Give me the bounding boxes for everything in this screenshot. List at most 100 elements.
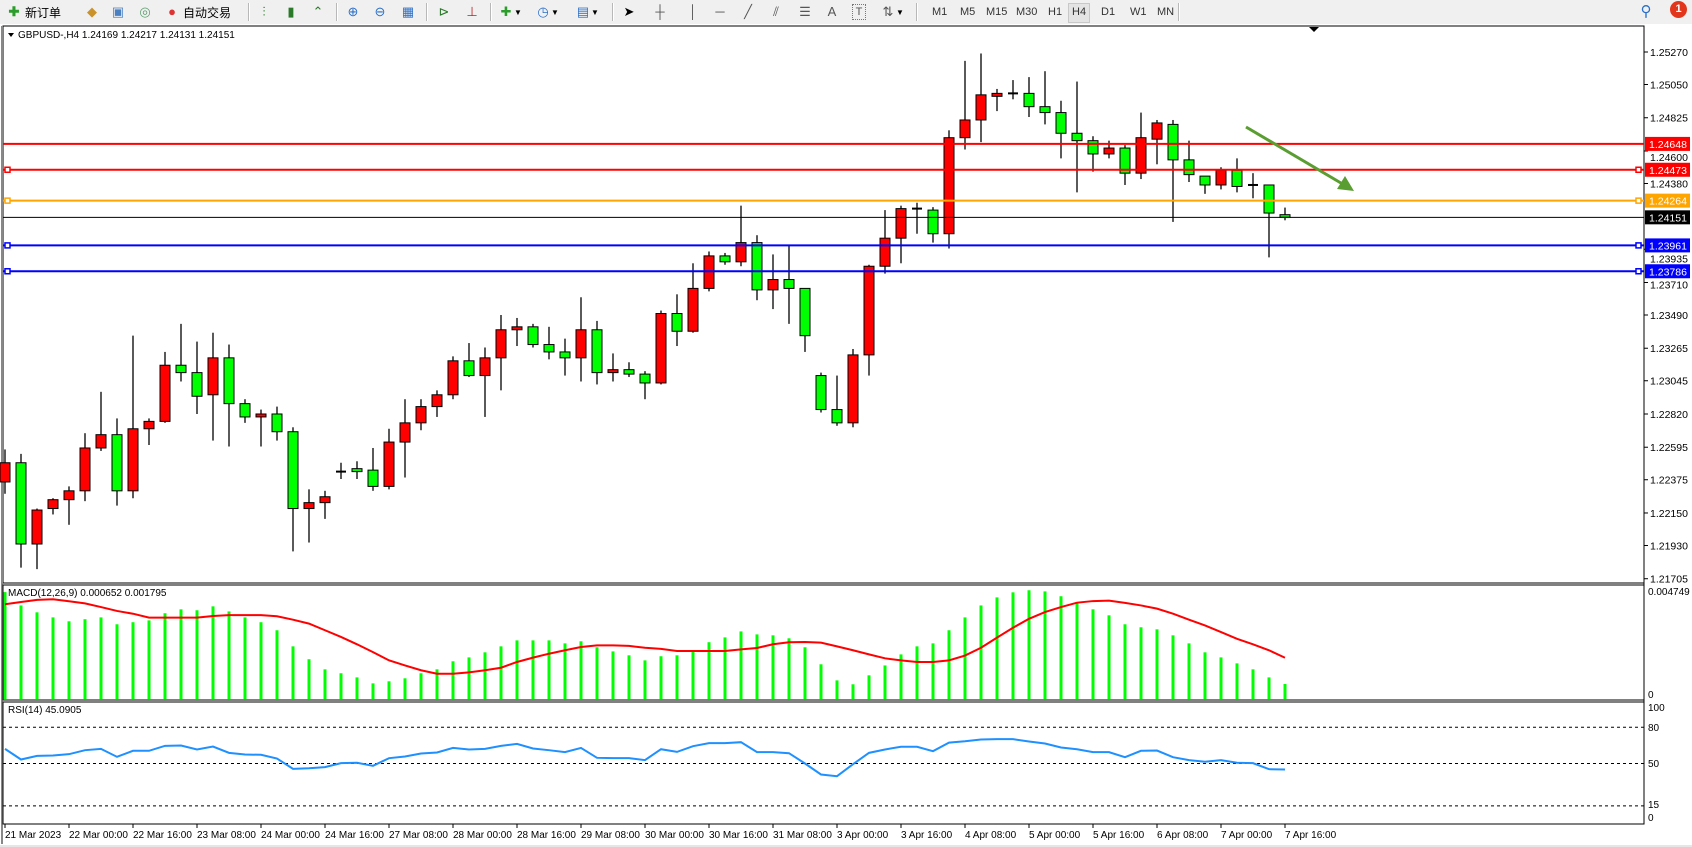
candle[interactable]: [191, 341, 203, 414]
templates-dropdown[interactable]: ▤ ▼: [575, 2, 599, 22]
candle[interactable]: [79, 433, 91, 502]
line-handle[interactable]: [4, 197, 11, 204]
candle[interactable]: [0, 449, 11, 494]
candle[interactable]: [815, 372, 827, 413]
candle[interactable]: [607, 353, 619, 382]
candle[interactable]: [591, 320, 603, 385]
candle[interactable]: [111, 418, 123, 506]
candle[interactable]: [159, 351, 171, 423]
candle[interactable]: [575, 297, 587, 382]
main-price-pane[interactable]: GBPUSD-,H4 1.24169 1.24217 1.24131 1.241…: [0, 25, 1690, 844]
channel-tool[interactable]: ⫽: [768, 2, 784, 22]
candle[interactable]: [255, 409, 267, 447]
candle[interactable]: [559, 338, 571, 376]
chart-shift-marker-icon[interactable]: [1309, 27, 1319, 32]
candle[interactable]: [127, 335, 139, 499]
horizontal-line-tool[interactable]: ─: [712, 2, 728, 22]
rsi-pane[interactable]: RSI(14) 45.0905 100 80 50 15 0: [2, 701, 1665, 825]
line-chart-button[interactable]: ⌃: [310, 2, 326, 22]
fibonacci-tool[interactable]: ☰: [797, 2, 813, 22]
auto-trading-button[interactable]: ● 自动交易: [164, 2, 231, 22]
candle[interactable]: [847, 348, 859, 428]
candle[interactable]: [927, 207, 939, 243]
candle[interactable]: [687, 263, 699, 333]
vertical-line-tool[interactable]: │: [685, 2, 701, 22]
candle[interactable]: [15, 453, 27, 568]
candle[interactable]: [239, 399, 251, 423]
auto-scroll-button[interactable]: ⊳: [436, 2, 452, 22]
candle[interactable]: [1135, 112, 1147, 180]
candle[interactable]: [367, 447, 379, 491]
candle[interactable]: [1008, 80, 1018, 100]
candle[interactable]: [1039, 71, 1051, 125]
candle[interactable]: [336, 462, 346, 479]
candle[interactable]: [1071, 81, 1083, 193]
search-button[interactable]: ⚲: [1638, 2, 1654, 22]
candle[interactable]: [47, 498, 59, 515]
zoom-out-button[interactable]: ⊖: [372, 2, 388, 22]
candle[interactable]: [895, 205, 907, 264]
candle[interactable]: [799, 287, 811, 352]
candle[interactable]: [175, 323, 187, 382]
candle[interactable]: [623, 362, 635, 378]
candle[interactable]: [943, 130, 955, 249]
candle[interactable]: [95, 391, 107, 451]
candle[interactable]: [463, 343, 475, 378]
candle[interactable]: [399, 399, 411, 478]
indicators-dropdown[interactable]: ✚ ▼: [498, 2, 522, 22]
line-handle[interactable]: [4, 166, 11, 174]
market-watch-button[interactable]: ◆: [84, 2, 100, 22]
bar-chart-button[interactable]: ⫶: [256, 2, 272, 22]
candle[interactable]: [735, 205, 747, 267]
period-m5[interactable]: M5: [960, 6, 976, 18]
candle[interactable]: [831, 375, 843, 426]
candle[interactable]: [1167, 119, 1179, 222]
period-h4[interactable]: H4: [1068, 3, 1091, 23]
line-handle[interactable]: [1635, 197, 1642, 204]
candle[interactable]: [912, 202, 922, 234]
candle[interactable]: [63, 486, 75, 525]
candle[interactable]: [303, 489, 315, 543]
candle[interactable]: [639, 371, 651, 400]
arrows-dropdown[interactable]: ⇅ ▼: [880, 2, 904, 22]
candle[interactable]: [671, 294, 683, 347]
candle[interactable]: [767, 254, 779, 310]
candle[interactable]: [287, 427, 299, 552]
period-m30[interactable]: M30: [1016, 6, 1038, 18]
period-d1[interactable]: D1: [1101, 6, 1116, 18]
candle[interactable]: [415, 399, 427, 431]
period-h1[interactable]: H1: [1048, 6, 1063, 18]
macd-pane[interactable]: MACD(12,26,9) 0.000652 0.001795 0.004749 0: [2, 584, 1690, 701]
candle[interactable]: [223, 344, 235, 447]
navigator-button[interactable]: ▣: [110, 2, 126, 22]
candle[interactable]: [991, 88, 1003, 112]
candle[interactable]: [31, 508, 43, 570]
candle[interactable]: [1023, 77, 1035, 118]
cursor-tool[interactable]: ➤: [621, 2, 637, 22]
line-handle[interactable]: [4, 242, 11, 249]
candle[interactable]: [1055, 100, 1067, 159]
candle[interactable]: [783, 245, 795, 324]
candle[interactable]: [447, 356, 459, 400]
candle[interactable]: [975, 53, 987, 143]
candle[interactable]: [319, 490, 331, 519]
candle[interactable]: [863, 264, 875, 376]
candle[interactable]: [655, 310, 667, 385]
trend-arrow-line[interactable]: [1245, 125, 1347, 188]
candle[interactable]: [143, 418, 155, 446]
line-handle[interactable]: [1635, 242, 1642, 249]
candle[interactable]: [879, 210, 891, 274]
candle[interactable]: [1183, 140, 1195, 183]
period-m15[interactable]: M15: [986, 6, 1008, 18]
candle[interactable]: [271, 406, 283, 441]
period-w1[interactable]: W1: [1130, 6, 1147, 18]
candle[interactable]: [959, 60, 971, 150]
periods-dropdown[interactable]: ◷ ▼: [535, 2, 559, 22]
candle[interactable]: [719, 252, 731, 265]
candle[interactable]: [383, 428, 395, 490]
candle[interactable]: [351, 461, 363, 479]
new-order-button[interactable]: ✚ 新订单: [6, 2, 61, 22]
tile-windows-button[interactable]: ▦: [400, 2, 416, 22]
notification-badge[interactable]: 1: [1670, 1, 1687, 18]
candle[interactable]: [495, 314, 507, 391]
